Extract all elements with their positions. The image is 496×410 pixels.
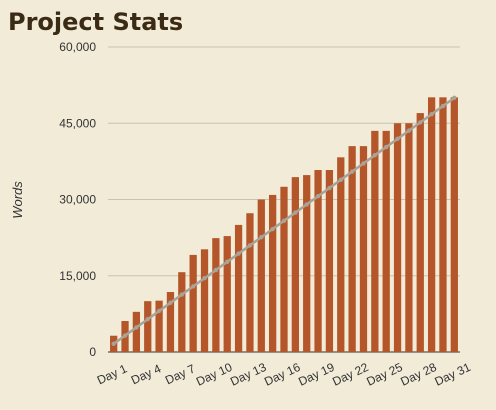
bar <box>291 177 299 352</box>
bar <box>246 213 254 352</box>
target-point <box>383 144 389 150</box>
target-point <box>190 284 196 289</box>
x-tick-label: Day 22 <box>330 360 371 389</box>
bar <box>223 236 231 352</box>
bar <box>325 170 334 352</box>
x-tick-label: Day 10 <box>194 360 235 389</box>
bar <box>132 311 141 352</box>
x-tick-label: Day 13 <box>228 360 269 389</box>
bar <box>382 130 390 352</box>
target-point <box>281 218 287 224</box>
target-point <box>440 103 446 109</box>
target-point <box>327 185 332 191</box>
x-tick-label: Day 31 <box>432 360 473 389</box>
y-axis-label: Words <box>10 181 25 219</box>
bar <box>439 97 447 352</box>
target-point <box>349 169 355 174</box>
bar <box>314 170 322 352</box>
bar <box>450 97 458 352</box>
bar <box>337 157 345 352</box>
bar <box>280 186 288 352</box>
bar <box>178 272 186 352</box>
y-tick-label: 30,000 <box>59 193 96 207</box>
target-point <box>134 325 139 330</box>
bar <box>359 146 368 352</box>
target-point <box>247 243 253 248</box>
target-point <box>236 251 241 256</box>
bar <box>405 123 413 352</box>
target-point <box>156 308 162 314</box>
y-tick-label: 45,000 <box>59 116 96 130</box>
x-tick-label: Day 19 <box>296 360 337 389</box>
bar <box>144 301 152 352</box>
bar <box>303 175 311 352</box>
bar <box>155 300 163 352</box>
target-point <box>213 267 219 273</box>
y-tick-label: 15,000 <box>59 269 96 283</box>
y-tick-label: 0 <box>89 345 96 359</box>
target-point <box>418 120 423 125</box>
target-point <box>406 128 412 133</box>
x-tick-label: Day 28 <box>398 360 439 389</box>
target-point <box>259 235 264 240</box>
target-point <box>179 292 185 297</box>
x-tick-label: Day 1 <box>95 361 130 387</box>
bar <box>200 249 209 352</box>
target-point <box>395 136 400 142</box>
bar <box>348 146 356 352</box>
target-point <box>338 177 343 183</box>
y-tick-label: 60,000 <box>59 40 96 54</box>
target-point <box>122 333 128 338</box>
target-point <box>315 194 321 199</box>
x-tick-label: Day 4 <box>129 361 164 387</box>
x-tick-label: Day 25 <box>364 360 405 389</box>
target-point <box>429 112 434 117</box>
bar <box>257 199 265 352</box>
target-point <box>168 300 173 306</box>
target-point <box>293 210 298 215</box>
target-point <box>202 276 207 281</box>
bar <box>166 292 175 352</box>
bar <box>269 194 277 352</box>
bar <box>371 130 379 352</box>
bar <box>189 254 197 352</box>
target-point <box>304 202 309 207</box>
x-tick-label: Day 7 <box>163 361 198 387</box>
target-point <box>361 161 366 166</box>
bar <box>416 113 424 352</box>
x-tick-label: Day 16 <box>262 360 303 389</box>
bar <box>427 97 436 352</box>
target-point <box>372 153 378 158</box>
bar <box>393 123 402 352</box>
chart-title: Project Stats <box>8 8 183 36</box>
bar <box>234 224 243 352</box>
target-point <box>270 226 275 232</box>
target-point <box>145 317 150 322</box>
target-point <box>225 259 230 265</box>
bar <box>212 238 220 352</box>
target-point <box>452 95 457 101</box>
target-point <box>111 341 116 347</box>
